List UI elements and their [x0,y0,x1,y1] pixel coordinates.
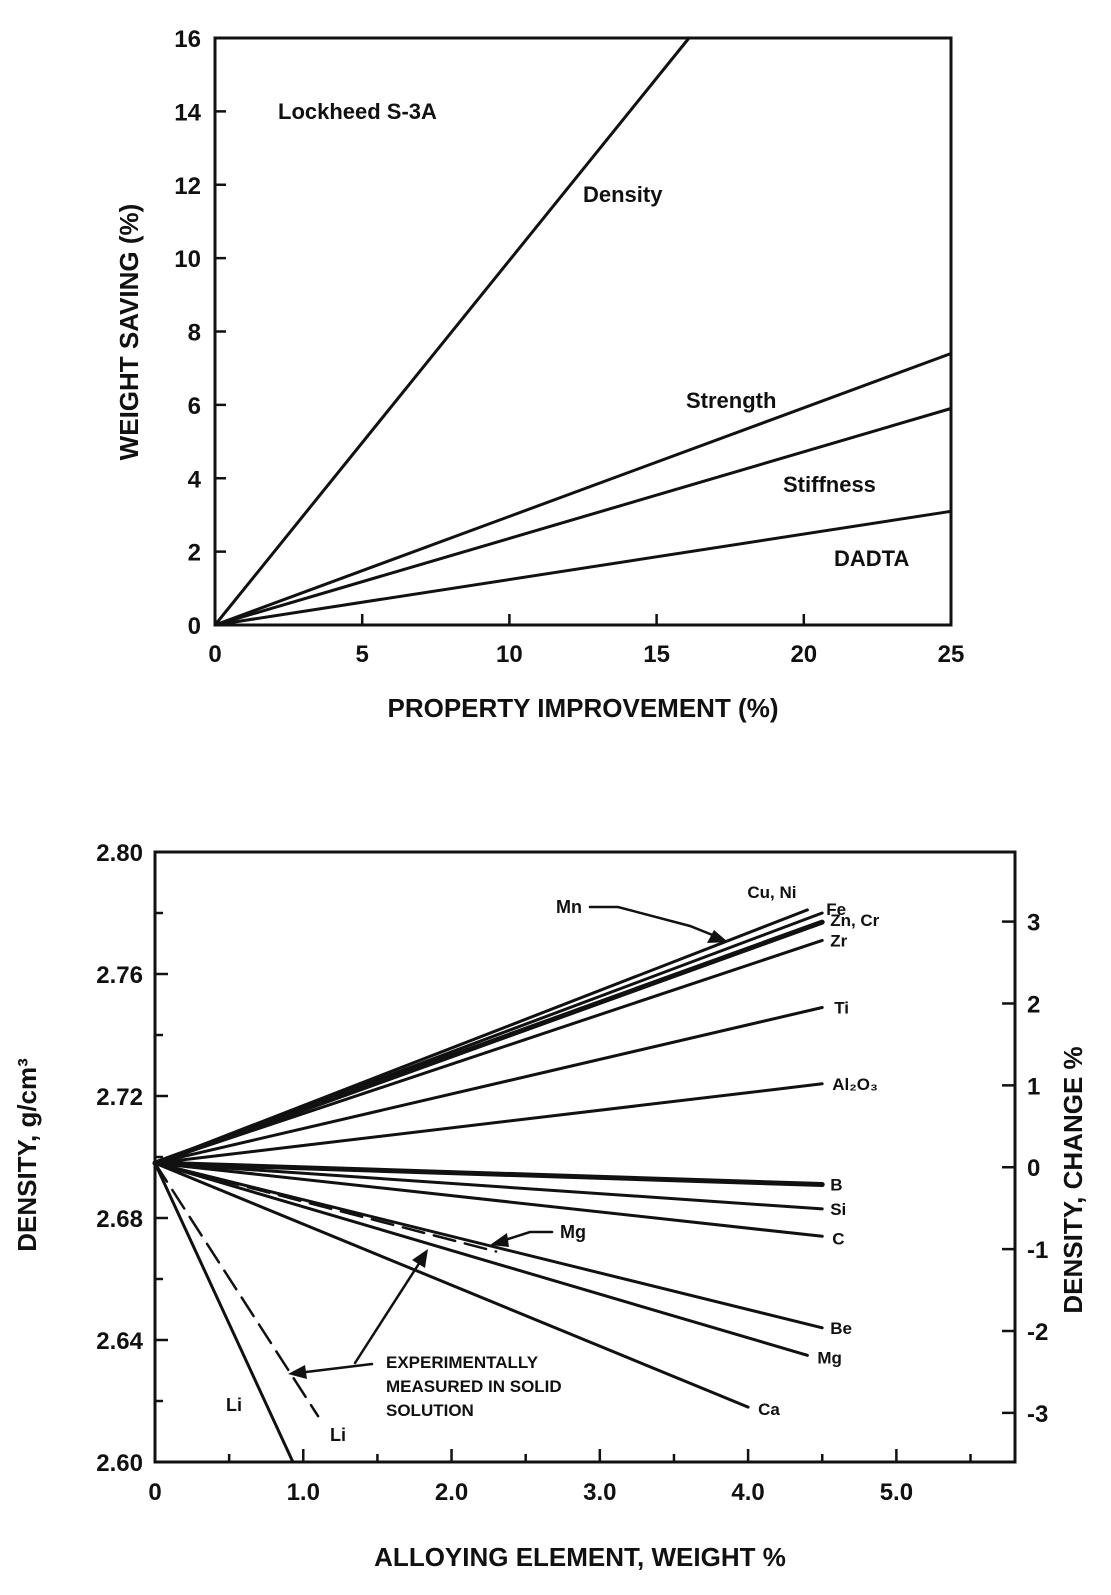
chart1-y-tick-label: 10 [174,246,201,273]
chart1-y-axis-title: WEIGHT SAVING (%) [114,204,144,461]
experiment-arrow-left [304,1362,374,1374]
chart1-tick-labels: 0 5 10 15 20 25 0 2 4 6 8 10 12 14 16 [174,26,964,668]
chart2-label-fe: Fe [826,900,846,919]
chart1-series-density [213,36,691,627]
chart1-y-tick-label: 6 [188,393,201,420]
chart2-plot-frame [153,850,1017,1464]
chart2-y-tick-label: 2.80 [96,840,143,867]
chart2-x-tick-label: 2.0 [435,1479,468,1506]
chart2-y-tick-label: 2.72 [96,1084,143,1111]
chart2-label-mg: Mg [817,1348,842,1367]
chart1-label-stiffness: Stiffness [783,472,876,497]
chart2-y2-tick-label: -1 [1027,1237,1048,1264]
experimental-note-line-2: MEASURED IN SOLID [386,1377,562,1396]
chart1-y-tick-label: 4 [188,466,202,493]
chart2-series-ti [153,1006,824,1165]
chart1-x-axis-title: PROPERTY IMPROVEMENT (%) [387,693,778,723]
chart2-series-c [153,1161,824,1238]
chart2-y2-tick-label: -2 [1027,1319,1048,1346]
chart1-x-tick-label: 20 [790,641,817,668]
experimental-note-line-3: SOLUTION [386,1401,474,1420]
chart1-x-tick-label: 10 [496,641,523,668]
experiment-arrow-up-head [412,1249,428,1268]
chart1-x-tick-label: 5 [356,641,369,668]
mn-pointer-line [588,905,722,940]
chart2-series-zn-cr [152,919,825,1166]
chart2-y-axis-title: DENSITY, g/cm³ [12,1058,42,1252]
chart2-x-tick-label: 0 [148,1479,161,1506]
chart2-dashed-li [153,1161,320,1418]
alloy-density-chart: 0 1.0 2.0 3.0 4.0 5.0 2.60 2.64 2.68 2.72 2.76 2.80… [12,840,1088,1572]
chart1-y-tick-label: 14 [174,99,201,126]
chart2-series-be [153,1161,824,1330]
chart2-y2-axis-title: DENSITY, CHANGE % [1058,1046,1088,1313]
chart1-series-stiffness [213,407,953,627]
chart1-lines [213,36,953,627]
chart2-x-tick-label: 5.0 [880,1479,913,1506]
chart2-y-tick-label: 2.76 [96,962,143,989]
chart1-x-tick-label: 25 [938,641,965,668]
chart2-label-li-dashed: Li [330,1425,346,1445]
chart2-series-b [152,1160,825,1187]
experiment-arrow-up [353,1260,422,1365]
chart2-label-ca: Ca [758,1400,780,1419]
chart2-series-si [153,1161,824,1211]
chart2-y-tick-label: 2.68 [96,1206,143,1233]
chart1-x-tick-label: 15 [643,641,670,668]
chart2-y-tick-label: 2.60 [96,1450,143,1477]
chart2-tick-labels: 0 1.0 2.0 3.0 4.0 5.0 2.60 2.64 2.68 2.72 2.76 2.80… [96,840,1048,1506]
weight-saving-chart: 0 5 10 15 20 25 0 2 4 6 8 10 12 14 16 Lockheed S-3A De… [114,26,964,723]
chart2-series-mg [153,1161,809,1357]
chart2-series-zr [153,938,824,1165]
chart2-y2-tick-label: 0 [1027,1155,1040,1182]
chart1-plot-frame [213,36,953,627]
chart1-y-tick-label: 0 [188,613,201,640]
chart2-label-li-left: Li [226,1395,242,1415]
chart1-label-dadta: DADTA [834,546,909,571]
mg-pointer-line [500,1230,554,1243]
experimental-note-line-1: EXPERIMENTALLY [386,1353,539,1372]
chart2-y2-tick-label: 3 [1027,910,1040,937]
chart1-y-tick-label: 12 [174,173,201,200]
chart2-lines [152,908,825,1464]
chart2-x-tick-label: 4.0 [731,1479,764,1506]
chart2-x-tick-label: 1.0 [287,1479,320,1506]
experiment-arrow-left-head [288,1365,307,1379]
chart2-label-zr: Zr [830,931,847,950]
chart2-x-tick-label: 3.0 [583,1479,616,1506]
chart2-label-c: C [832,1229,844,1248]
chart1-y-tick-label: 8 [188,320,201,347]
chart1-y-tick-label: 2 [188,540,201,567]
chart2-series-ca [153,1161,750,1409]
chart2-label-be: Be [830,1319,852,1338]
chart1-series-strength [213,352,953,627]
chart1-label-density: Density [583,182,663,207]
chart2-series-li [153,1161,295,1464]
chart2-x-axis-title: ALLOYING ELEMENT, WEIGHT % [374,1542,786,1572]
chart2-label-cu-ni: Cu, Ni [747,883,796,902]
chart2-label-mg-dashed: Mg [560,1222,586,1242]
chart2-label-mn: Mn [556,897,582,917]
chart1-y-tick-label: 16 [174,26,201,53]
chart2-label-b: B [830,1176,842,1195]
chart2-label-si: Si [830,1200,846,1219]
chart1-annotation: Lockheed S-3A [278,99,437,124]
chart2-series-al-o- [153,1082,824,1165]
chart2-label-al-o-: Al₂O₃ [832,1075,878,1094]
mg-pointer-arrowhead [490,1233,509,1247]
chart1-series-dadta [213,509,953,627]
mn-pointer-arrowhead [707,930,728,943]
chart1-ticks [213,36,953,627]
chart1-label-strength: Strength [686,388,776,413]
chart2-y2-tick-label: 2 [1027,991,1040,1018]
chart2-y2-tick-label: 1 [1027,1073,1040,1100]
chart2-y-tick-label: 2.64 [96,1328,143,1355]
chart2-label-ti: Ti [834,999,849,1018]
chart2-y2-tick-label: -3 [1027,1401,1048,1428]
chart2-dashed-mg [153,1161,498,1253]
chart2-ticks [153,850,1015,1464]
chart1-x-tick-label: 0 [208,641,221,668]
chart2-label-zn-cr: Zn, Cr [830,911,879,930]
